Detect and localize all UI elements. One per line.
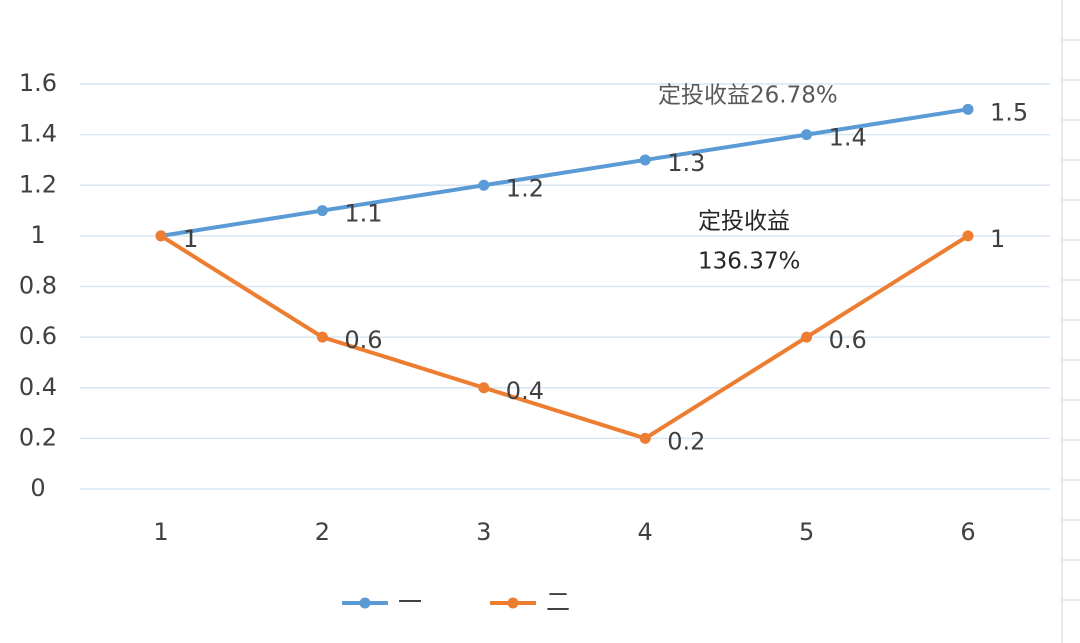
data-label: 0.4: [506, 377, 544, 405]
data-point: [801, 331, 813, 343]
y-tick-label: 0.2: [19, 423, 57, 451]
x-tick-label: 2: [315, 518, 330, 546]
data-label: 1.3: [667, 149, 705, 177]
y-tick-label: 1: [30, 221, 45, 249]
data-label: 1.4: [829, 124, 867, 152]
y-tick-label: 1.4: [19, 120, 57, 148]
data-point: [801, 129, 813, 141]
sheet-edge: [1061, 0, 1080, 643]
data-point: [478, 179, 490, 191]
data-point: [478, 382, 490, 394]
legend-marker: [507, 597, 519, 609]
data-point: [155, 230, 167, 242]
data-label: 0.6: [829, 326, 867, 354]
data-label: 1.1: [344, 200, 382, 228]
data-point: [962, 103, 974, 115]
legend-label: 一: [398, 588, 422, 616]
y-tick-label: 0.8: [19, 272, 57, 300]
series-line: [160, 107, 969, 238]
annotation: 定投收益26.78%: [658, 83, 838, 109]
data-label: 1.2: [506, 174, 544, 202]
legend-marker: [359, 597, 371, 609]
y-tick-label: 0.6: [19, 322, 57, 350]
data-point: [316, 331, 328, 343]
annotation: 136.37%: [698, 249, 800, 275]
y-tick-label: 0: [30, 474, 45, 502]
x-tick-label: 6: [960, 518, 975, 546]
data-point: [639, 154, 651, 166]
legend-label: 二: [546, 588, 570, 616]
data-label: 1.5: [990, 98, 1028, 126]
y-tick-label: 1.2: [19, 170, 57, 198]
data-label: 1: [183, 225, 198, 253]
data-label: 1: [183, 225, 198, 253]
data-label: 0.6: [344, 326, 382, 354]
x-tick-label: 3: [476, 518, 491, 546]
data-point: [639, 432, 651, 444]
x-tick-label: 1: [153, 518, 168, 546]
y-tick-label: 1.6: [19, 69, 57, 97]
data-point: [962, 230, 974, 242]
annotation: 定投收益: [698, 209, 790, 235]
x-tick-label: 4: [638, 518, 653, 546]
x-tick-label: 5: [799, 518, 814, 546]
data-label: 1: [990, 225, 1005, 253]
data-label: 0.2: [667, 427, 705, 455]
data-point: [316, 205, 328, 217]
series-line: [159, 234, 970, 441]
y-tick-label: 0.4: [19, 373, 57, 401]
